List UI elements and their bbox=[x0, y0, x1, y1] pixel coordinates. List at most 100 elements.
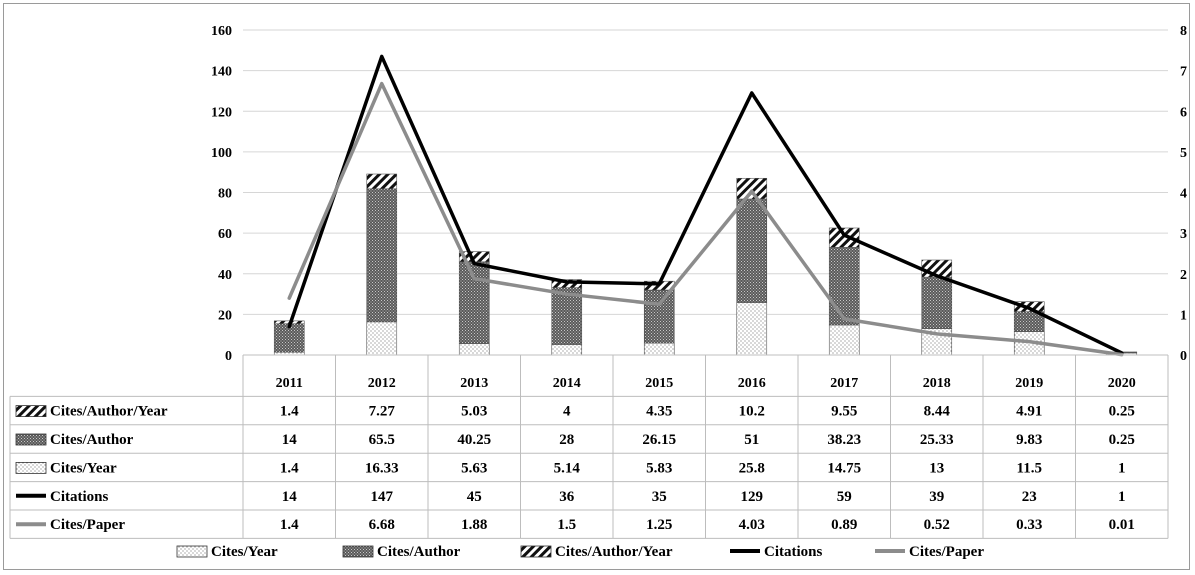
gridlines bbox=[243, 29, 1168, 315]
table-cell: 26.15 bbox=[642, 432, 676, 448]
left-axis-tick-label: 40 bbox=[218, 268, 232, 283]
table-cell: 5.03 bbox=[461, 404, 487, 420]
x-axis-tick-label: 2011 bbox=[276, 376, 303, 391]
table-key-cites-year bbox=[15, 461, 47, 474]
table-cell: 1.4 bbox=[280, 460, 299, 476]
table-cell: 9.83 bbox=[1016, 432, 1042, 448]
table-key-cites-author bbox=[15, 433, 47, 446]
table-cell: 0.89 bbox=[831, 517, 857, 533]
x-axis-tick-label: 2013 bbox=[460, 376, 488, 391]
right-axis-tick-label: 0 bbox=[1180, 349, 1187, 364]
right-axis-tick-label: 2 bbox=[1180, 268, 1187, 283]
table-cell: 129 bbox=[741, 489, 764, 505]
legend: Cites/Year Cites/Author Cites/Author/Year C… bbox=[176, 544, 984, 560]
table-cell: 1 bbox=[1118, 460, 1126, 476]
table-cell: 59 bbox=[837, 489, 852, 505]
bars bbox=[273, 173, 1138, 356]
bar-cites-author-year bbox=[736, 177, 768, 200]
legend-label: Citations bbox=[764, 544, 823, 560]
bar-cites-year bbox=[828, 324, 860, 356]
table-cell: 25.33 bbox=[920, 432, 954, 448]
legend-label: Cites/Paper bbox=[909, 544, 984, 560]
table-cell: 14.75 bbox=[827, 460, 861, 476]
bar-cites-year bbox=[736, 302, 768, 356]
table-row-label: Cites/Paper bbox=[50, 517, 125, 533]
bar-cites-author-year bbox=[366, 173, 398, 190]
table-row-label: Citations bbox=[50, 489, 109, 505]
bar-cites-author bbox=[643, 289, 675, 344]
table-cell: 39 bbox=[929, 489, 944, 505]
table-cell: 10.2 bbox=[739, 404, 765, 420]
table-cell: 14 bbox=[282, 489, 298, 505]
table-cell: 23 bbox=[1022, 489, 1037, 505]
right-axis-tick-label: 1 bbox=[1180, 308, 1187, 323]
right-axis-tick-label: 8 bbox=[1180, 24, 1187, 39]
right-axis-tick-label: 5 bbox=[1180, 146, 1187, 161]
x-axis-tick-label: 2016 bbox=[738, 376, 766, 391]
table-cell: 4 bbox=[563, 404, 571, 420]
table-cell: 13 bbox=[929, 460, 944, 476]
left-axis-tick-label: 100 bbox=[211, 146, 232, 161]
bar-cites-year bbox=[551, 344, 583, 356]
table-cell: 9.55 bbox=[831, 404, 857, 420]
table-cell: 16.33 bbox=[365, 460, 399, 476]
left-axis-tick-label: 0 bbox=[225, 349, 232, 364]
table-row-label: Cites/Author bbox=[50, 432, 134, 448]
table-cell: 25.8 bbox=[739, 460, 765, 476]
x-axis-tick-label: 2020 bbox=[1108, 376, 1136, 391]
table-cell: 1.4 bbox=[280, 404, 299, 420]
bar-cites-author bbox=[551, 287, 583, 345]
table-cell: 40.25 bbox=[457, 432, 491, 448]
bar-cites-author-year bbox=[828, 227, 860, 248]
legend-label: Cites/Author/Year bbox=[555, 544, 673, 560]
x-axis-tick-label: 2014 bbox=[553, 376, 581, 391]
bar-cites-author bbox=[736, 198, 768, 303]
x-axis-tick-label: 2017 bbox=[830, 376, 858, 391]
legend-label: Cites/Author bbox=[377, 544, 461, 560]
right-axis-tick-label: 6 bbox=[1180, 105, 1187, 120]
bar-cites-author bbox=[458, 261, 490, 344]
bar-cites-author bbox=[366, 188, 398, 323]
table-cell: 0.33 bbox=[1016, 517, 1042, 533]
legend-key-cites-author-year bbox=[520, 545, 552, 558]
bar-cites-year bbox=[458, 343, 490, 356]
table-cell: 7.27 bbox=[369, 404, 396, 420]
table-cell: 1.88 bbox=[461, 517, 487, 533]
table-cell: 28 bbox=[559, 432, 574, 448]
right-axis-tick-label: 3 bbox=[1180, 227, 1187, 242]
table-cell: 0.01 bbox=[1109, 517, 1135, 533]
table-cell: 5.14 bbox=[554, 460, 581, 476]
left-axis-tick-label: 120 bbox=[211, 105, 232, 120]
table-cell: 8.44 bbox=[924, 404, 951, 420]
table-cell: 0.25 bbox=[1109, 432, 1135, 448]
table-cell: 5.63 bbox=[461, 460, 487, 476]
x-axis-tick-label: 2015 bbox=[645, 376, 673, 391]
table-cell: 1.25 bbox=[646, 517, 672, 533]
bar-cites-author bbox=[828, 247, 860, 326]
table-cell: 65.5 bbox=[369, 432, 395, 448]
table-row-label: Cites/Year bbox=[50, 460, 117, 476]
bar-cites-year bbox=[643, 342, 675, 356]
table-key-cites-author-year bbox=[15, 405, 47, 418]
right-axis-tick-label: 4 bbox=[1180, 187, 1187, 202]
right-axis-tick-label: 7 bbox=[1180, 65, 1187, 80]
legend-key-cites-author bbox=[342, 545, 374, 558]
table-cell: 36 bbox=[559, 489, 575, 505]
table-cell: 35 bbox=[652, 489, 667, 505]
table-cell: 45 bbox=[467, 489, 482, 505]
left-axis-tick-label: 160 bbox=[211, 24, 232, 39]
table-cell: 4.35 bbox=[646, 404, 672, 420]
line-series-citations bbox=[287, 54, 1124, 355]
table-cell: 147 bbox=[371, 489, 394, 505]
lines bbox=[287, 54, 1124, 357]
legend-key-cites-year bbox=[176, 545, 208, 558]
table-cell: 14 bbox=[282, 432, 298, 448]
table-cell: 1.4 bbox=[280, 517, 299, 533]
left-axis-tick-label: 20 bbox=[218, 308, 232, 323]
table-cell: 4.91 bbox=[1016, 404, 1042, 420]
bar-cites-year bbox=[366, 321, 398, 356]
left-axis-tick-label: 140 bbox=[211, 65, 232, 80]
chart-frame bbox=[3, 3, 1190, 570]
left-axis-tick-label: 80 bbox=[218, 187, 232, 202]
table-cell: 1 bbox=[1118, 489, 1126, 505]
